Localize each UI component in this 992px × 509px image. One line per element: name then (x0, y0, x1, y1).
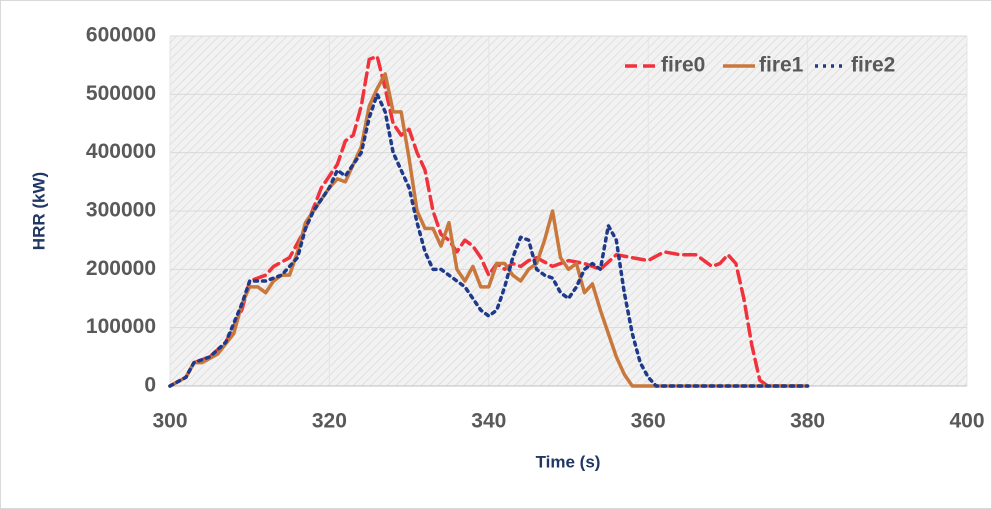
series-line (168, 72, 810, 388)
y-tick-label: 500000 (86, 82, 156, 105)
y-tick-label: 300000 (86, 199, 156, 222)
y-tick-label: 400000 (86, 140, 156, 163)
y-tick-label: 200000 (86, 257, 156, 280)
y-tick-label: 100000 (86, 315, 156, 338)
y-axis-title: HRR (kW) (29, 172, 48, 250)
x-axis-title: Time (s) (536, 452, 601, 471)
y-tick-label: 600000 (86, 24, 156, 47)
x-tick-label: 400 (949, 410, 984, 433)
x-tick-label: 340 (471, 410, 506, 433)
y-tick-label: 0 (144, 374, 156, 397)
x-tick-label: 380 (790, 410, 825, 433)
series-line (168, 92, 810, 388)
legend-label: fire0 (661, 54, 705, 77)
x-tick-label: 360 (631, 410, 666, 433)
legend-label: fire1 (759, 54, 804, 77)
x-tick-label: 300 (152, 410, 187, 433)
legend-label: fire2 (851, 54, 895, 77)
x-tick-label: 320 (312, 410, 347, 433)
